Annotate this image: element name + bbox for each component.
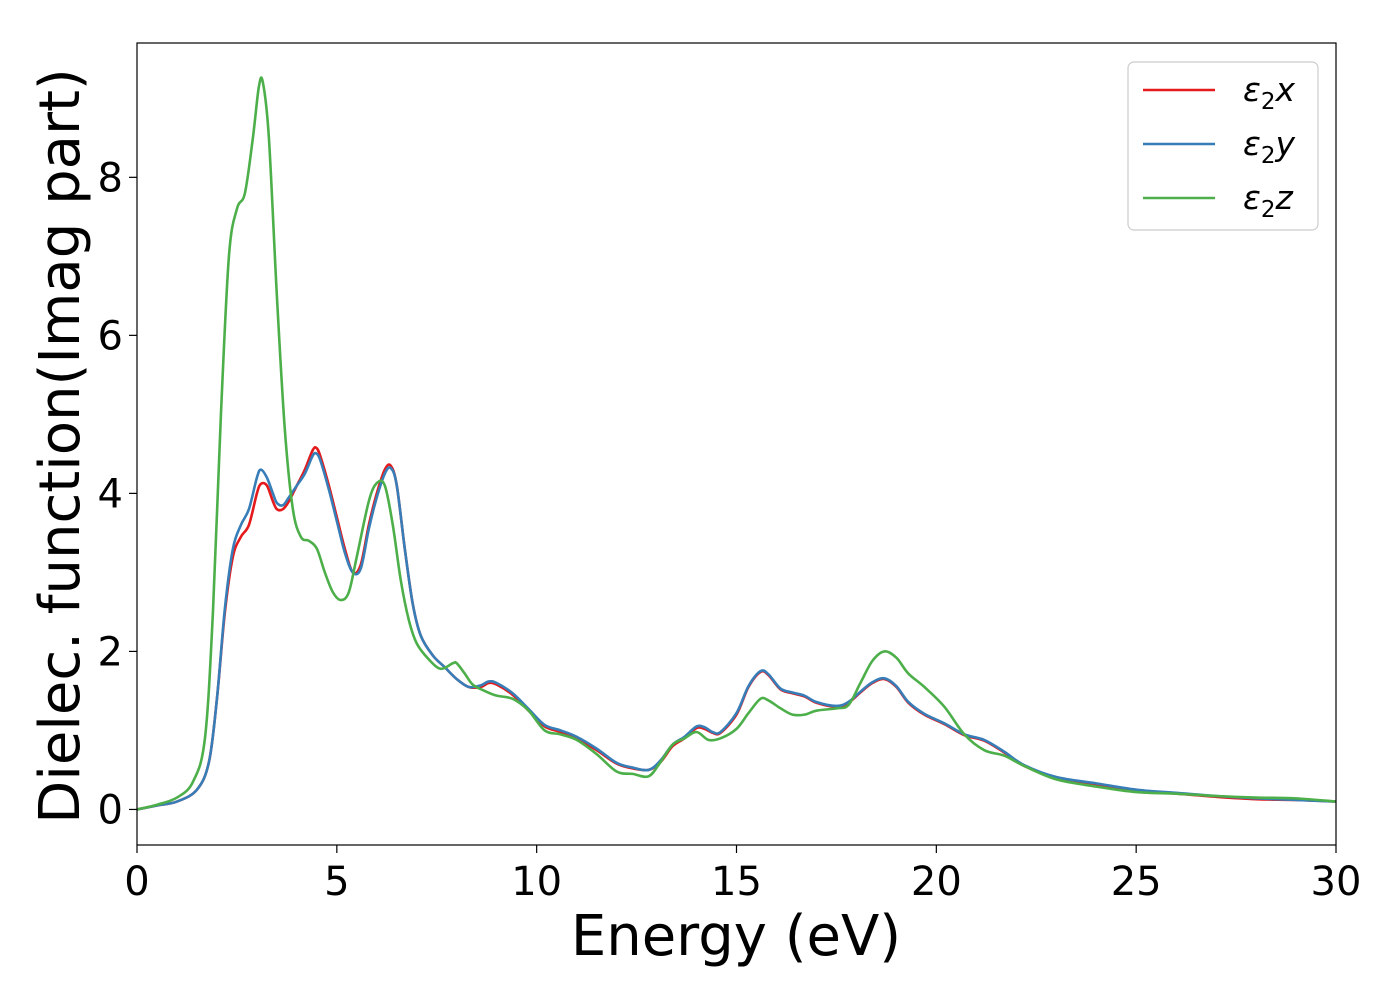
legend-label-z: ε2z [1243,178,1293,223]
x-tick-label: 30 [1311,859,1362,905]
y-tick-label: 2 [98,629,123,675]
x-tick-label: 5 [324,859,349,905]
legend-label-suffix: x [1274,70,1295,109]
x-tick-label: 20 [911,859,962,905]
legend-label-y: ε2y [1243,124,1295,169]
x-tick-label: 10 [511,859,562,905]
legend-label-subscript: 2 [1261,89,1276,115]
series-line-z [137,76,1336,811]
legend-label-suffix: z [1274,178,1293,217]
y-axis-label: Dielec. function(Imag part) [28,68,93,824]
y-tick-label: 6 [98,313,123,359]
y-tick-label: 4 [98,471,123,517]
x-tick-label: 25 [1111,859,1162,905]
legend-label-x: ε2x [1243,70,1295,115]
x-tick-label: 0 [124,859,149,905]
legend-box [1127,61,1319,231]
legend-label-base: ε [1243,70,1261,109]
x-axis: 0 5 10 15 20 25 30 [124,845,1361,905]
legend-label-subscript: 2 [1261,143,1276,169]
y-tick-label: 8 [98,155,123,201]
y-tick-label: 0 [98,787,123,833]
x-tick-label: 15 [711,859,762,905]
y-axis: 0 2 4 6 8 [98,155,137,833]
legend-label-base: ε [1243,124,1261,163]
legend-label-base: ε [1243,178,1261,217]
x-axis-label: Energy (eV) [571,904,901,969]
series-layer [137,76,1336,811]
legend-label-subscript: 2 [1261,197,1276,223]
legend-label-suffix: y [1274,124,1295,163]
